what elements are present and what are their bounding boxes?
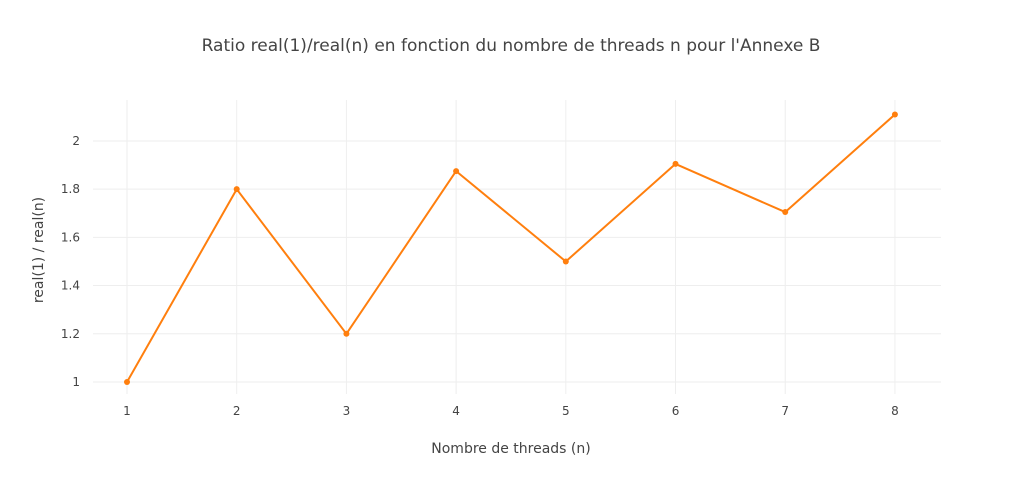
data-point[interactable] <box>343 330 350 337</box>
grid-lines <box>93 100 941 394</box>
series-layer <box>124 111 898 385</box>
x-tick-label: 6 <box>672 404 680 418</box>
x-tick-label: 3 <box>343 404 351 418</box>
x-tick-label: 8 <box>891 404 899 418</box>
chart-title: Ratio real(1)/real(n) en fonction du nom… <box>202 36 821 56</box>
x-tick-label: 5 <box>562 404 570 418</box>
y-tick-label: 2 <box>72 134 80 148</box>
y-axis-title: real(1) / real(n) <box>31 197 47 303</box>
x-tick-label: 7 <box>781 404 789 418</box>
data-point[interactable] <box>124 378 131 385</box>
y-tick-label: 1 <box>72 375 80 389</box>
y-tick-label: 1.2 <box>61 327 80 341</box>
data-point[interactable] <box>891 111 898 118</box>
y-tick-label: 1.6 <box>61 230 80 244</box>
y-tick-label: 1.4 <box>61 279 80 293</box>
y-axis-ticks: 1 1.2 1.4 1.6 1.8 2 <box>61 134 80 389</box>
data-point[interactable] <box>782 209 789 216</box>
data-point[interactable] <box>233 186 240 193</box>
series-line <box>126 113 896 383</box>
data-point[interactable] <box>672 160 679 167</box>
data-point[interactable] <box>453 168 460 175</box>
x-axis-ticks: 1 2 3 4 5 6 7 8 <box>123 404 899 418</box>
x-tick-label: 1 <box>123 404 131 418</box>
data-point[interactable] <box>562 258 569 265</box>
x-tick-label: 4 <box>452 404 460 418</box>
x-axis-title: Nombre de threads (n) <box>431 441 590 457</box>
x-tick-label: 2 <box>233 404 241 418</box>
y-tick-label: 1.8 <box>61 182 80 196</box>
